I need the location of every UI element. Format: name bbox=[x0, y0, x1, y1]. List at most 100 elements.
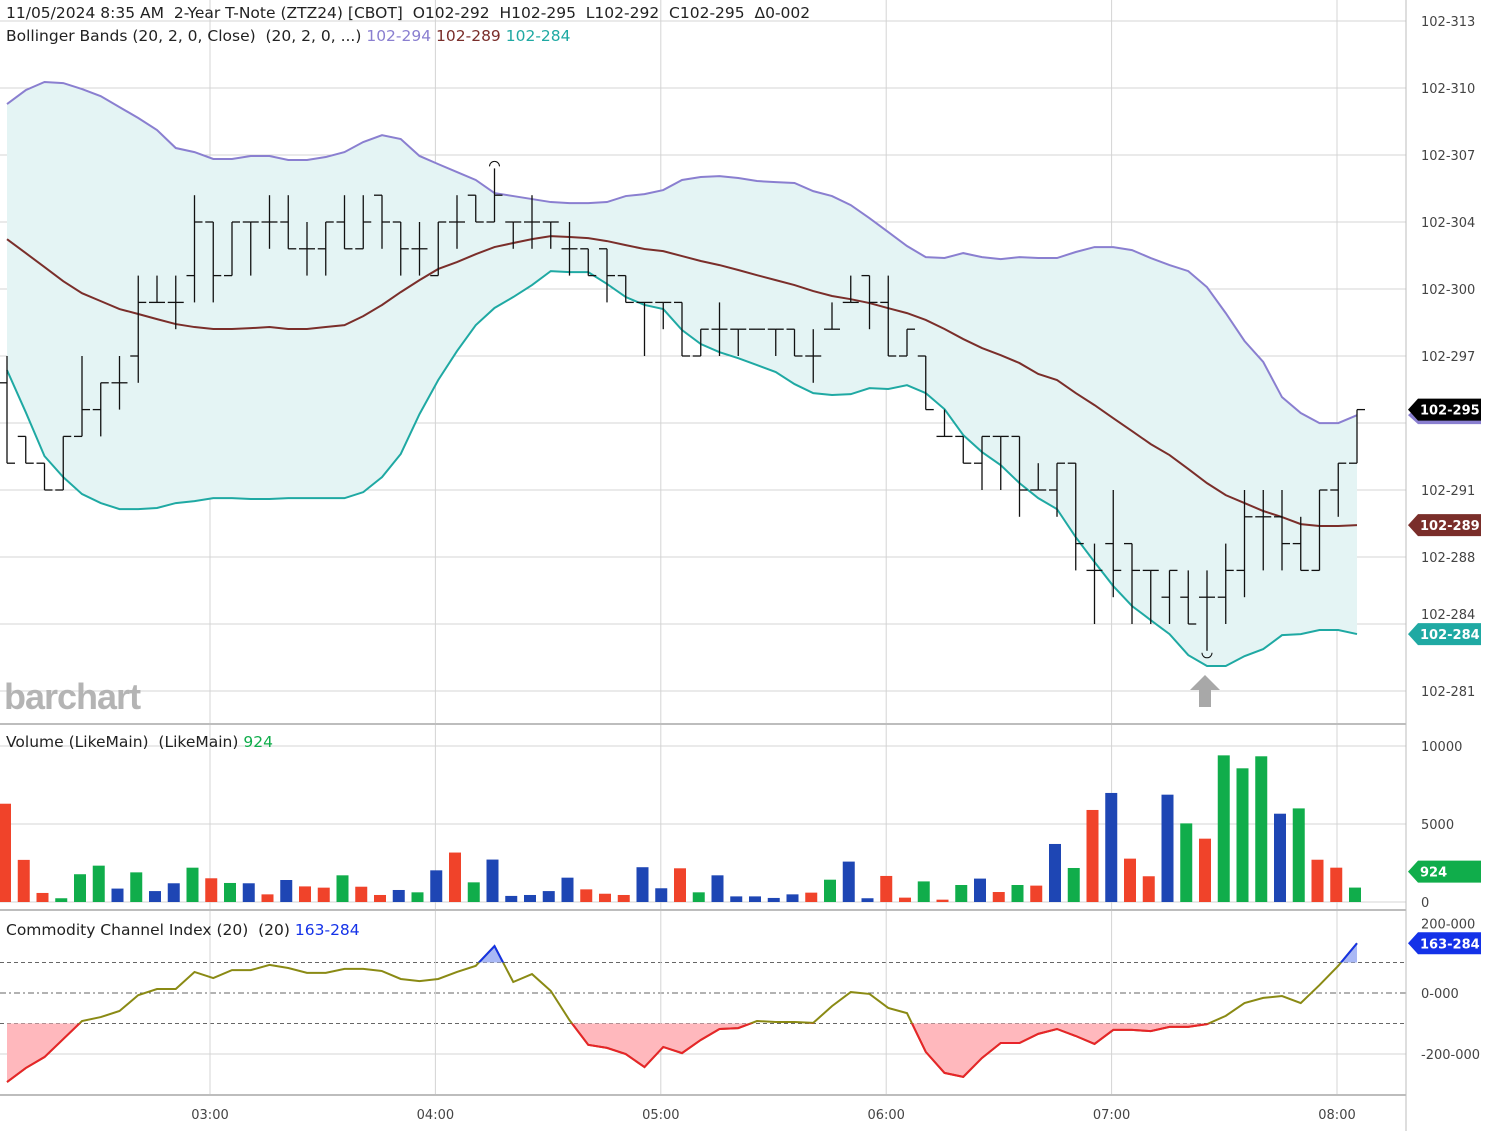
bollinger-legend: Bollinger Bands (20, 2, 0, Close) (20, 2… bbox=[6, 27, 571, 45]
ohlc-bar bbox=[899, 328, 915, 357]
quote-header: 11/05/2024 8:35 AM 2-Year T-Note (ZTZ24)… bbox=[6, 4, 810, 22]
price-tick-label: 102-291 bbox=[1421, 484, 1475, 499]
ohlc-bar bbox=[1180, 570, 1197, 625]
bollinger-upper-value: 102-294 bbox=[366, 27, 432, 45]
ohlc-bar bbox=[636, 301, 653, 356]
volume-bar bbox=[1011, 884, 1024, 902]
ohlc-bar bbox=[861, 274, 878, 330]
volume-bar bbox=[36, 892, 49, 902]
volume-bar bbox=[430, 870, 443, 902]
cci-tick-label: 200-000 bbox=[1421, 917, 1475, 932]
tag-text: 102-284 bbox=[1420, 628, 1480, 643]
volume-bar bbox=[1292, 808, 1305, 902]
volume-bar bbox=[655, 888, 668, 902]
ohlc-bar bbox=[1124, 542, 1140, 624]
ohlc-bar bbox=[0, 356, 15, 464]
volume-bar bbox=[1349, 887, 1361, 902]
volume-bar bbox=[599, 893, 611, 902]
bollinger-middle-line bbox=[6, 235, 1358, 528]
ohlc-bar bbox=[1311, 489, 1328, 572]
volume-bar bbox=[899, 897, 911, 902]
ohlc-bar bbox=[392, 221, 409, 276]
ohlc-bar bbox=[730, 328, 747, 356]
volume-bar bbox=[1049, 843, 1061, 902]
ohlc-bar bbox=[692, 328, 709, 357]
volume-bar bbox=[955, 884, 968, 902]
volume-bar bbox=[92, 865, 105, 902]
quote-summary: 11/05/2024 8:35 AM 2-Year T-Note (ZTZ24)… bbox=[6, 4, 811, 22]
ohlc-bar bbox=[1349, 408, 1365, 464]
bollinger-lower-value: 102-284 bbox=[505, 27, 571, 45]
volume-bar bbox=[767, 897, 780, 902]
ohlc-bar bbox=[224, 221, 240, 277]
lower-band-price-tag: 102-284 bbox=[1408, 623, 1481, 646]
ohlc-bar bbox=[374, 194, 390, 249]
volume-bar bbox=[880, 875, 893, 902]
ohlc-bar bbox=[205, 221, 222, 303]
tag-text: 102-295 bbox=[1420, 404, 1480, 419]
volume-bar bbox=[111, 888, 124, 902]
ohlc-bar bbox=[880, 275, 897, 357]
ohlc-bar bbox=[167, 275, 184, 330]
ohlc-bar bbox=[805, 329, 822, 383]
low-marker bbox=[1201, 652, 1213, 659]
ohlc-bar bbox=[1142, 569, 1159, 624]
ohlc-bar bbox=[992, 435, 1009, 490]
volume-bar bbox=[1105, 792, 1118, 902]
volume-bar bbox=[167, 883, 180, 902]
volume-bar bbox=[692, 892, 705, 902]
ohlc-bar bbox=[936, 409, 953, 438]
volume-bar bbox=[786, 894, 799, 902]
volume-tag: 924 bbox=[1408, 860, 1481, 883]
volume-bar bbox=[842, 861, 855, 902]
volume-bar bbox=[280, 880, 293, 902]
price-tick-label: 102-304 bbox=[1421, 216, 1475, 231]
last-price-tag: 102-295 bbox=[1408, 398, 1481, 421]
up-arrow-icon bbox=[1190, 675, 1220, 707]
time-tick-label: 03:00 bbox=[191, 1108, 228, 1123]
ohlc-bar bbox=[842, 275, 859, 304]
ohlc-bar bbox=[186, 195, 203, 303]
ohlc-bar bbox=[824, 302, 840, 330]
ohlc-bar bbox=[767, 328, 784, 356]
ohlc-bar bbox=[1255, 490, 1272, 571]
volume-bar bbox=[205, 878, 218, 902]
volume-bar bbox=[1199, 838, 1211, 902]
cci-line-oversold bbox=[6, 1023, 1211, 1083]
volume-bar bbox=[299, 886, 311, 902]
price-tick-label: 102-313 bbox=[1421, 15, 1475, 30]
bollinger-middle-value: 102-289 bbox=[436, 27, 501, 45]
ohlc-bar bbox=[55, 435, 72, 491]
bollinger-upper-line bbox=[6, 80, 1358, 425]
time-tick-label: 04:00 bbox=[417, 1108, 454, 1123]
volume-bar bbox=[1142, 876, 1155, 902]
volume-bar bbox=[486, 859, 499, 902]
ohlc-bar bbox=[580, 248, 597, 277]
cci-label: Commodity Channel Index (20) (20) bbox=[6, 921, 295, 939]
volume-bar bbox=[1161, 794, 1174, 902]
ohlc-bar bbox=[280, 195, 297, 250]
volume-bar bbox=[1274, 813, 1286, 902]
volume-bar bbox=[17, 859, 30, 902]
ohlc-bar bbox=[261, 195, 278, 249]
volume-bar bbox=[55, 898, 68, 902]
ohlc-bar bbox=[617, 274, 634, 304]
tag-shape bbox=[1408, 932, 1481, 955]
tag-shape bbox=[1408, 514, 1481, 537]
cci-legend: Commodity Channel Index (20) (20) 163-28… bbox=[6, 921, 360, 939]
volume-bar bbox=[974, 878, 986, 902]
volume-bar bbox=[261, 894, 274, 902]
volume-bar bbox=[1086, 809, 1099, 902]
volume-bar bbox=[1236, 768, 1249, 902]
volume-bar bbox=[0, 803, 11, 902]
ohlc-bar bbox=[955, 435, 972, 464]
bollinger-label: Bollinger Bands (20, 2, 0, Close) (20, 2… bbox=[6, 27, 367, 45]
volume-bar bbox=[580, 889, 593, 902]
price-tick-label: 102-310 bbox=[1421, 82, 1475, 97]
cci-tag: 163-284 bbox=[1408, 932, 1481, 955]
volume-bar bbox=[467, 882, 480, 902]
volume-bar bbox=[1180, 823, 1193, 902]
price-tick-label: 102-281 bbox=[1421, 685, 1475, 700]
ohlc-bar bbox=[1011, 435, 1028, 517]
volume-bar bbox=[411, 892, 424, 902]
